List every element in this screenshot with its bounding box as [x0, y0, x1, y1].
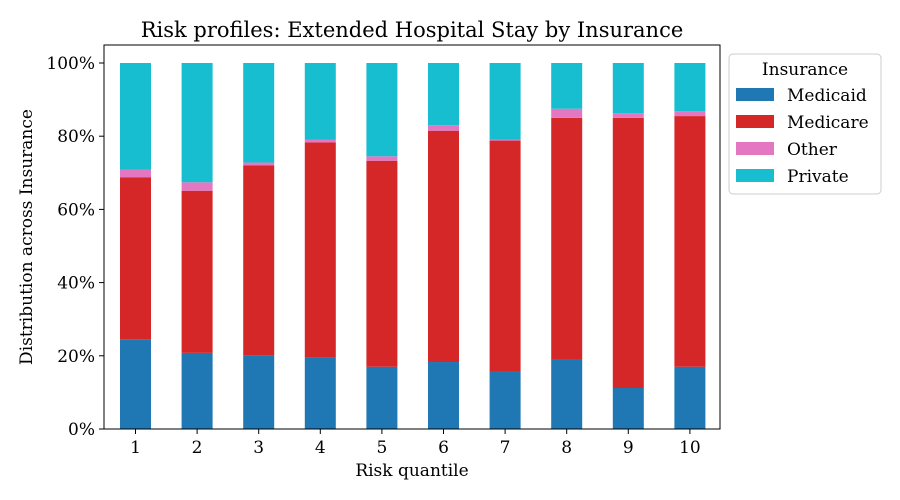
bar-private-q3 [243, 63, 275, 163]
y-axis-ticks: 0% 20% 40% 60% 80% 100% [46, 54, 104, 440]
x-tick-label: 9 [623, 438, 634, 458]
y-tick-label: 80% [57, 127, 95, 147]
bar-private-q4 [304, 63, 336, 140]
y-tick-label: 100% [46, 54, 95, 74]
bar-medicare-q6 [428, 130, 459, 363]
legend-label-other: Other [787, 140, 838, 160]
bar-medicare-q2 [181, 190, 213, 353]
bar-medicaid-q9 [612, 388, 644, 429]
legend-swatch-medicaid [736, 88, 774, 101]
y-axis-label: Distribution across Insurance [17, 109, 37, 365]
bar-private-q7 [489, 63, 521, 140]
bar-medicare-q1 [120, 177, 151, 340]
y-tick-label: 0% [68, 420, 95, 440]
bar-medicaid-q6 [428, 362, 459, 429]
legend-label-medicare: Medicare [787, 113, 869, 133]
x-tick-label: 1 [130, 438, 141, 458]
bar-other-q8 [551, 108, 583, 118]
bar-medicaid-q4 [304, 357, 336, 429]
bar-medicare-q7 [489, 140, 521, 372]
legend-swatch-private [736, 169, 774, 182]
x-tick-label: 10 [679, 438, 701, 458]
bar-private-q10 [674, 63, 706, 112]
bar-private-q8 [551, 63, 583, 109]
bar-other-q6 [428, 125, 459, 131]
bar-medicare-q8 [551, 117, 583, 360]
legend: Insurance Medicaid Medicare Other Private [728, 53, 882, 195]
bars-group [120, 63, 706, 429]
bar-medicaid-q1 [120, 339, 151, 429]
legend-swatch-other [736, 142, 774, 155]
bar-medicare-q4 [304, 142, 336, 358]
bar-private-q5 [366, 63, 398, 157]
x-tick-label: 4 [315, 438, 326, 458]
x-axis-label: Risk quantile [355, 461, 468, 481]
x-tick-label: 8 [561, 438, 572, 458]
bar-medicaid-q7 [489, 371, 521, 429]
legend-label-medicaid: Medicaid [787, 86, 867, 106]
bar-other-q4 [304, 139, 336, 143]
x-tick-label: 5 [376, 438, 387, 458]
bar-private-q1 [120, 63, 151, 170]
bar-other-q3 [243, 162, 275, 166]
legend-title: Insurance [762, 60, 848, 80]
x-tick-label: 7 [500, 438, 511, 458]
bar-other-q10 [674, 111, 706, 117]
bar-other-q1 [120, 169, 151, 178]
bar-other-q9 [612, 113, 644, 118]
legend-swatch-medicare [736, 115, 774, 128]
x-tick-label: 3 [253, 438, 264, 458]
bar-medicaid-q10 [674, 366, 706, 429]
plot-frame [103, 44, 721, 430]
bar-medicare-q10 [674, 116, 706, 367]
bar-medicaid-q5 [366, 366, 398, 429]
bar-medicare-q9 [612, 117, 644, 389]
bar-medicare-q5 [366, 160, 398, 367]
bar-medicaid-q3 [243, 355, 275, 429]
bar-other-q2 [181, 182, 213, 191]
x-tick-label: 2 [192, 438, 203, 458]
x-tick-label: 6 [438, 438, 449, 458]
y-tick-label: 60% [57, 200, 95, 220]
chart-title: Risk profiles: Extended Hospital Stay by… [141, 18, 684, 42]
bar-medicaid-q8 [551, 359, 583, 429]
bar-medicaid-q2 [181, 352, 213, 429]
bar-private-q6 [428, 63, 459, 126]
bar-private-q9 [612, 63, 644, 114]
x-axis-ticks: 1 2 3 4 5 6 7 8 9 10 [130, 429, 701, 458]
bar-medicare-q3 [243, 165, 275, 356]
y-tick-label: 20% [57, 347, 95, 367]
y-tick-label: 40% [57, 274, 95, 294]
legend-label-private: Private [787, 167, 849, 187]
bar-other-q5 [366, 156, 398, 161]
bar-private-q2 [181, 63, 213, 183]
bar-other-q7 [489, 139, 521, 141]
